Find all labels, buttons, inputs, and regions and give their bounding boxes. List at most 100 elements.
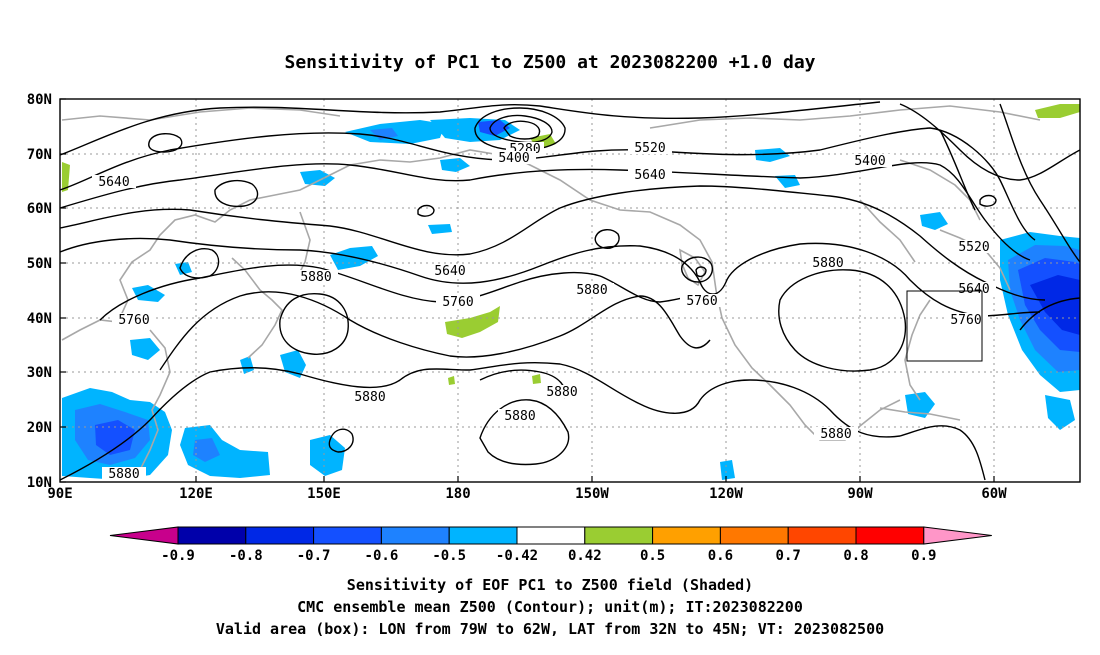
shading-blob xyxy=(62,162,70,192)
coastline xyxy=(904,299,931,401)
lon-label: 150E xyxy=(307,486,341,502)
contour-label-bg xyxy=(944,313,988,326)
contour-line xyxy=(489,114,553,144)
colorbar-label: -0.5 xyxy=(432,548,466,564)
colorbar-box xyxy=(245,526,315,545)
contour-line xyxy=(328,428,354,453)
colorbar-box xyxy=(516,526,586,545)
lat-label: 30N xyxy=(27,365,52,381)
contour-labels: 5280 5400 5520 5640 5400 5640 5520 5880 … xyxy=(92,141,996,482)
contour-line xyxy=(59,127,1036,241)
contour-line xyxy=(479,399,570,466)
sensitivity-shading xyxy=(62,104,1080,480)
shading-blob xyxy=(1030,275,1080,335)
shading-blob xyxy=(920,212,948,230)
longitude-labels: 90E 120E 150E 180 150W 120W 90W 60W xyxy=(47,486,1007,502)
contour-label-bg xyxy=(294,270,338,283)
colorbar-label: -0.8 xyxy=(229,548,263,564)
shading-blob xyxy=(755,148,790,162)
contour-line xyxy=(214,179,259,208)
shading-blob xyxy=(532,374,541,384)
colorbar-box xyxy=(448,526,518,545)
coastline xyxy=(61,107,341,121)
coastline xyxy=(61,149,521,341)
shading-blob xyxy=(428,224,452,234)
contour-line xyxy=(59,185,1046,301)
contour-label: 5880 xyxy=(504,409,535,424)
shading-blob xyxy=(720,460,735,480)
colorbar-box xyxy=(652,526,721,545)
shading-blob xyxy=(370,128,398,140)
contour-line xyxy=(474,107,566,151)
caption-line-3: Valid area (box): LON from 79W to 62W, L… xyxy=(216,620,884,638)
contour-label: 5640 xyxy=(434,264,465,279)
shading-blob xyxy=(448,376,455,385)
colorbar-label: -0.9 xyxy=(161,548,195,564)
contour-label-bg xyxy=(628,168,672,181)
lon-label: 120W xyxy=(709,486,743,502)
contour-label-bg xyxy=(952,282,996,295)
lon-label: 120E xyxy=(179,486,213,502)
shading-blob xyxy=(1035,104,1080,118)
contour-label: 5400 xyxy=(498,151,529,166)
contour-label: 5880 xyxy=(812,256,843,271)
contour-label-bg xyxy=(952,240,996,253)
lon-label: 60W xyxy=(981,486,1007,502)
valid-area-box xyxy=(906,290,983,362)
colorbar: -0.9 -0.8 -0.7 -0.6 -0.5 -0.42 0.42 0.5 0.6 0.7 0.… xyxy=(109,526,992,564)
colorbar-label: 0.42 xyxy=(568,548,602,564)
colorbar-label: -0.6 xyxy=(365,548,399,564)
lat-label: 10N xyxy=(27,475,52,491)
contour-line xyxy=(148,133,183,153)
contour-line xyxy=(778,269,907,372)
contour-line xyxy=(899,103,1081,181)
contour-line xyxy=(999,103,1081,263)
contour-label: 5760 xyxy=(442,295,473,310)
contour-label-bg xyxy=(436,295,480,308)
colorbar-box xyxy=(380,526,450,545)
contour-line xyxy=(417,204,435,217)
shading-blob xyxy=(478,120,510,136)
contour-label-bg xyxy=(112,313,156,326)
z500-contours xyxy=(59,101,1081,481)
contour-label-bg xyxy=(428,264,472,277)
colorbar-box xyxy=(787,526,857,545)
contour-line xyxy=(979,194,997,207)
shading-blob xyxy=(130,338,160,360)
lat-label: 50N xyxy=(27,256,52,272)
contour-line xyxy=(594,229,620,249)
lon-label: 180 xyxy=(445,486,470,502)
contour-line xyxy=(279,293,349,355)
contour-label: 5880 xyxy=(576,283,607,298)
contour-label: 5640 xyxy=(634,168,665,183)
colorbar-box xyxy=(584,526,654,545)
coastline xyxy=(859,199,916,263)
colorbar-label: 0.6 xyxy=(708,548,733,564)
contour-line xyxy=(695,266,707,278)
colorbar-label: 0.5 xyxy=(640,548,665,564)
contour-label: 5880 xyxy=(546,385,577,400)
contour-label-bg xyxy=(570,283,614,296)
contour-label-bg xyxy=(492,151,536,164)
lat-label: 70N xyxy=(27,147,52,163)
colorbar-arrow-right xyxy=(923,526,992,545)
contour-label: 5880 xyxy=(354,390,385,405)
shading-blob xyxy=(1045,395,1075,430)
caption-line-2: CMC ensemble mean Z500 (Contour); unit(m… xyxy=(297,598,803,616)
colorbar-box xyxy=(719,526,789,545)
shading-blob xyxy=(240,356,254,374)
shading-blob xyxy=(300,170,335,186)
colorbar-label: 0.9 xyxy=(911,548,936,564)
contour-label: 5760 xyxy=(686,294,717,309)
contour-label-bg xyxy=(92,175,136,188)
contour-line xyxy=(503,120,541,140)
contour-label: 5520 xyxy=(958,240,989,255)
map-border xyxy=(59,98,1081,483)
axis-ticks xyxy=(60,98,995,483)
contour-label: 5760 xyxy=(950,313,981,328)
coastline xyxy=(649,105,1041,129)
contour-line xyxy=(159,291,711,371)
contour-line xyxy=(59,362,986,481)
